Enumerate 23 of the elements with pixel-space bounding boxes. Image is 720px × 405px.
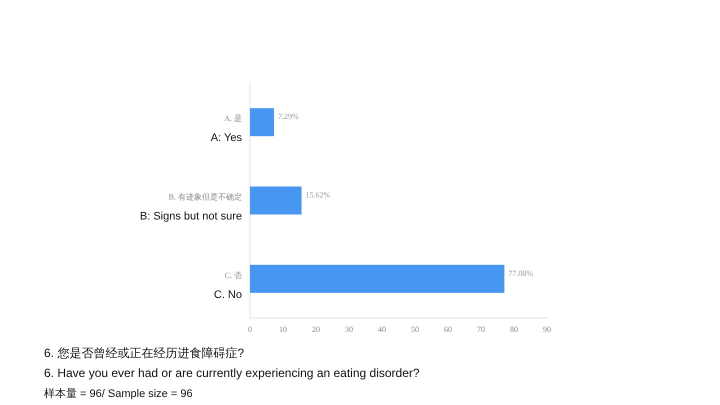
x-tick-label: 40 xyxy=(378,325,386,334)
data-label: 15.62% xyxy=(306,190,331,200)
x-tick-label: 30 xyxy=(345,325,353,334)
bar xyxy=(250,264,504,293)
y-tick-label: A. 是 A: Yes xyxy=(210,114,242,144)
x-tick-label: 60 xyxy=(444,325,452,334)
x-tick-label: 10 xyxy=(279,325,287,334)
y-tick-label: B. 有迹象但是不确定 B: Signs but not sure xyxy=(140,192,242,222)
bar xyxy=(250,108,274,136)
data-label: 7.29% xyxy=(278,112,300,122)
text: 6. Have you ever had or are currently experiencing an eating disorder? xyxy=(44,366,420,380)
y-tick-label: C. 否 C. No xyxy=(214,270,242,301)
data-label: 77.08% xyxy=(508,268,534,278)
text: 样本量 = 96/ Sample size = 96 xyxy=(44,387,193,400)
x-tick-label: 50 xyxy=(411,325,419,334)
plot: 0 10 20 30 40 50 60 70 80 90 7.29% 15.62% 77.08% A. 是 A: Yes B. 有迹象但是不确定 B: Signs but not sure C. 否 C. No xyxy=(140,82,551,334)
x-tick-label: 70 xyxy=(477,325,485,334)
bar xyxy=(250,186,302,214)
text: 6. 您是否曾经或正在经历进食障碍症? xyxy=(44,346,244,360)
x-tick-label: 90 xyxy=(543,325,551,334)
x-tick-label: 20 xyxy=(312,325,320,334)
x-tick-label: 80 xyxy=(510,325,518,334)
x-tick-label: 0 xyxy=(248,325,252,334)
